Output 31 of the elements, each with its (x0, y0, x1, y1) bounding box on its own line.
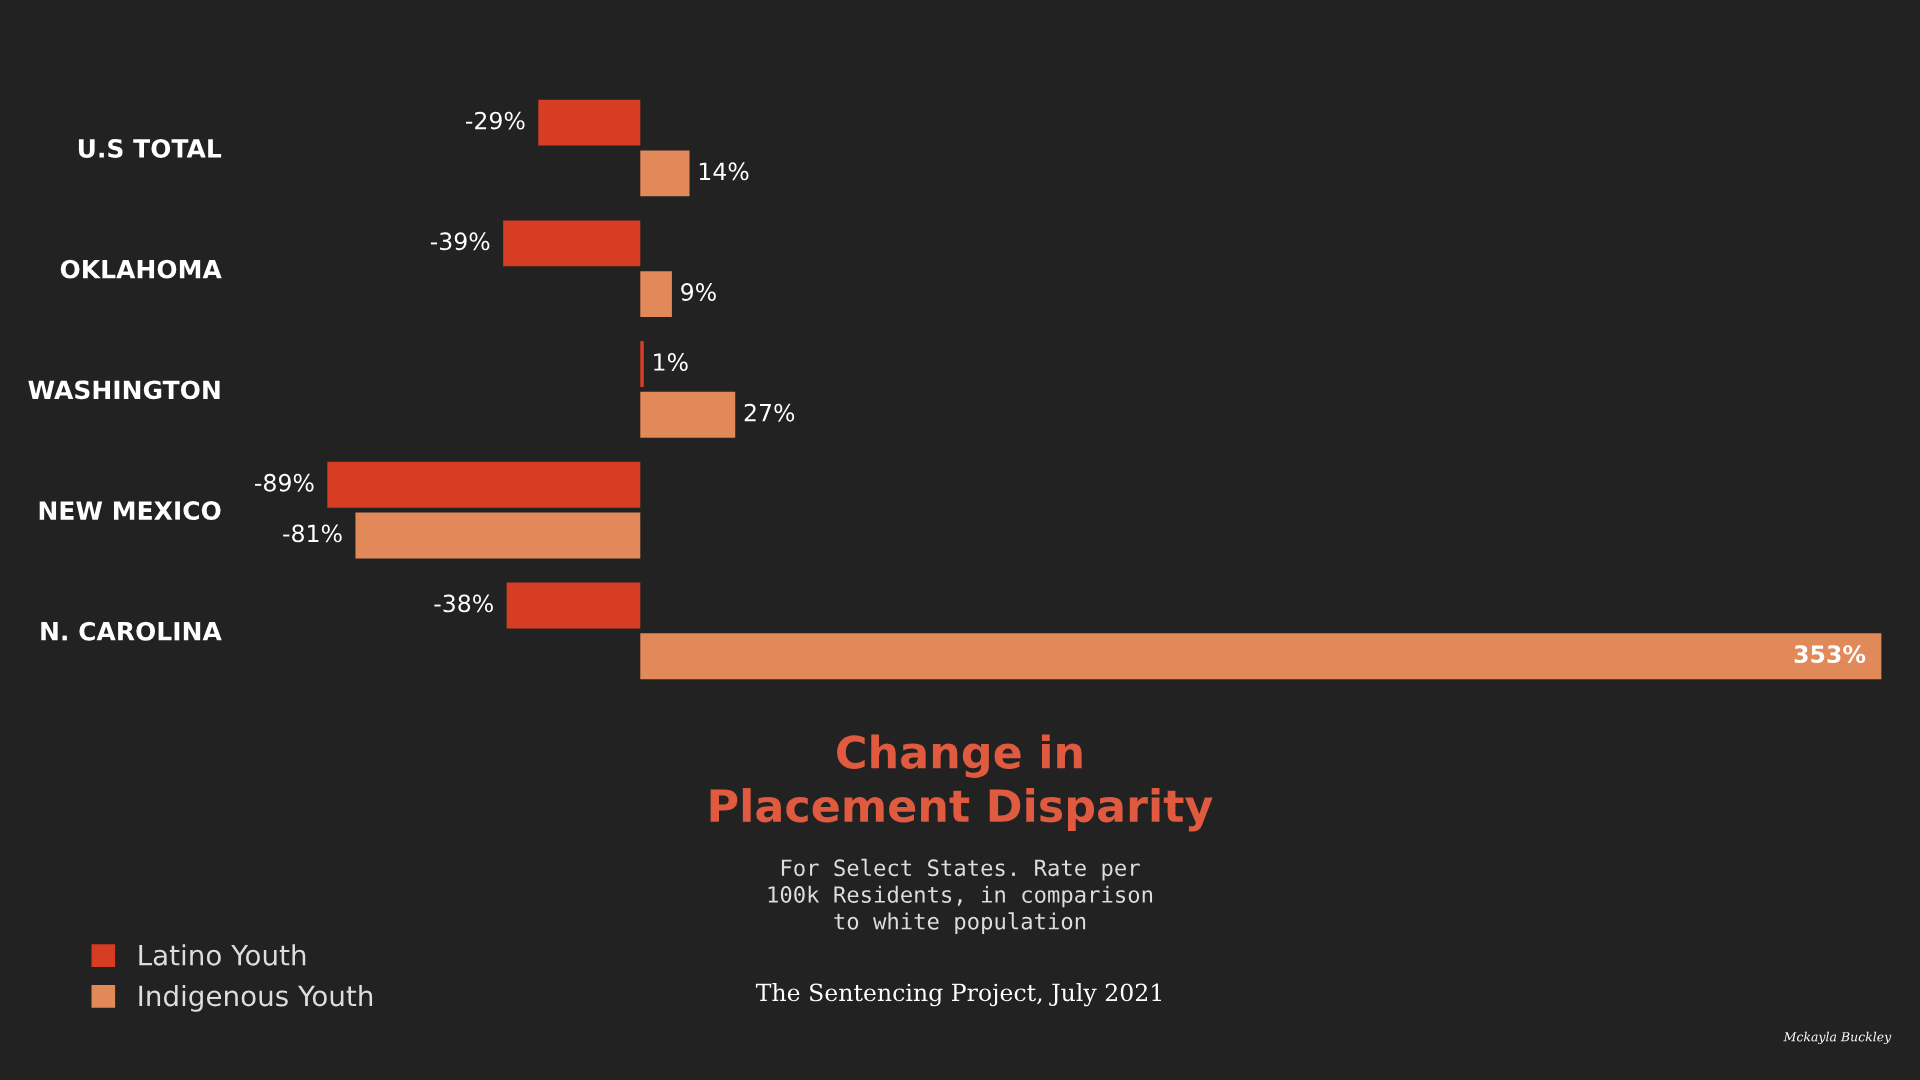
y-tick-label: WASHINGTON (28, 380, 220, 400)
data-label: -29% (466, 111, 525, 130)
data-label: 353% (1794, 645, 1866, 664)
data-label: 14% (699, 162, 749, 181)
text: For Select States. Rate per 100k Residents, in comparison to white population (768, 858, 1153, 934)
bar (327, 461, 641, 508)
bar (640, 633, 1882, 680)
legend-label: Latino Youth (139, 944, 306, 966)
legend-label: Indigenous Youth (139, 984, 373, 1012)
data-label: 9% (681, 283, 716, 301)
text: Change in Placement Disparity (710, 734, 1213, 832)
bar (355, 512, 641, 559)
bar (640, 391, 736, 438)
text: The Sentencing Project, July 2021 (755, 983, 1161, 1007)
data-label: -89% (255, 473, 314, 492)
bar (538, 99, 641, 146)
y-tick-label: OKLAHOMA (60, 259, 222, 279)
y-tick-label: N. CAROLINA (41, 621, 222, 641)
bar (640, 341, 644, 388)
bar (506, 582, 641, 629)
data-label: -39% (430, 232, 490, 251)
data-label: -38% (434, 594, 493, 613)
data-label: 1% (654, 353, 688, 371)
bar (640, 271, 672, 318)
bar (503, 220, 641, 267)
text: Mckayla Buckley (1783, 1031, 1892, 1045)
data-label: -81% (283, 524, 342, 543)
data-label: 27% (744, 403, 795, 422)
bar (640, 150, 690, 197)
y-tick-label: U.S TOTAL (78, 138, 222, 158)
y-tick-label: NEW MEXICO (39, 501, 221, 520)
